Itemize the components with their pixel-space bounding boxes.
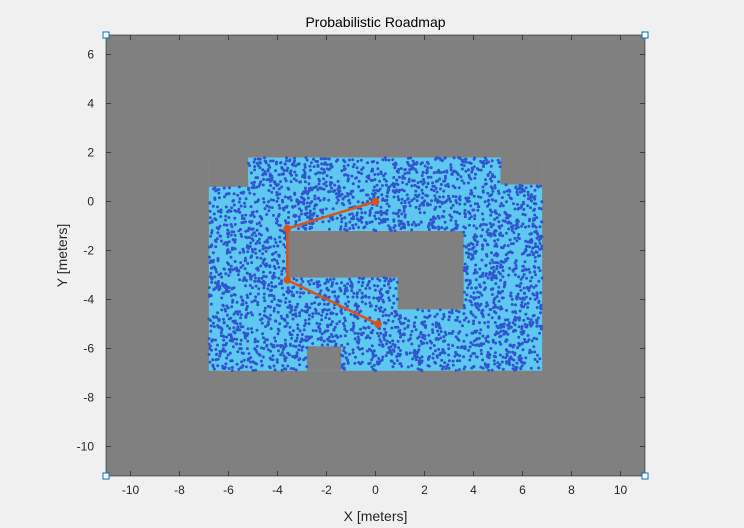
path-waypoint (283, 276, 292, 284)
y-axis-ticks: 6 4 2 0 -2 -4 -6 -8 -10 (77, 48, 645, 454)
y-tick-label: -2 (83, 244, 94, 258)
y-axis-label: Y [meters] (54, 224, 70, 288)
x-tick-label: 10 (614, 483, 628, 497)
y-tick-label: 0 (87, 195, 94, 209)
occupied-notch-2 (500, 157, 543, 185)
y-tick-label: -8 (83, 391, 94, 405)
path-waypoint (283, 224, 292, 233)
y-tick-label: 6 (87, 48, 94, 62)
y-tick-label: -10 (77, 440, 95, 454)
node-points (207, 156, 544, 373)
x-tick-label: 8 (568, 483, 575, 497)
x-tick-label: 0 (372, 483, 379, 497)
selection-handle[interactable] (102, 472, 110, 480)
roadmap-nodes (207, 156, 544, 373)
path-waypoint (374, 320, 382, 328)
x-tick-label: -6 (223, 483, 234, 497)
occupied-notch-3 (306, 346, 342, 371)
path-waypoint (371, 197, 380, 206)
selection-handle[interactable] (102, 31, 110, 39)
x-tick-label: -10 (122, 483, 140, 497)
selection-handle[interactable] (641, 472, 649, 480)
chart-title: Probabilistic Roadmap (305, 14, 445, 30)
x-tick-label: -8 (174, 483, 185, 497)
y-tick-label: -6 (83, 342, 94, 356)
x-tick-label: -2 (321, 483, 332, 497)
y-tick-label: -4 (83, 293, 94, 307)
y-tick-label: 4 (87, 97, 94, 111)
planned-path (283, 197, 382, 328)
occupied-notch-1 (208, 157, 249, 187)
y-tick-label: 2 (87, 146, 94, 160)
x-tick-label: -4 (272, 483, 283, 497)
path-line (286, 200, 379, 326)
axes-selection-handles[interactable] (102, 31, 649, 480)
x-axis-label: X [meters] (344, 508, 408, 524)
x-tick-label: 2 (421, 483, 428, 497)
x-tick-label: 4 (470, 483, 477, 497)
inner-obstacle (287, 231, 464, 310)
x-axis-ticks: -10 -8 -6 -4 -2 0 2 4 6 8 10 (122, 35, 628, 497)
x-tick-label: 6 (519, 483, 526, 497)
selection-handle[interactable] (641, 31, 649, 39)
